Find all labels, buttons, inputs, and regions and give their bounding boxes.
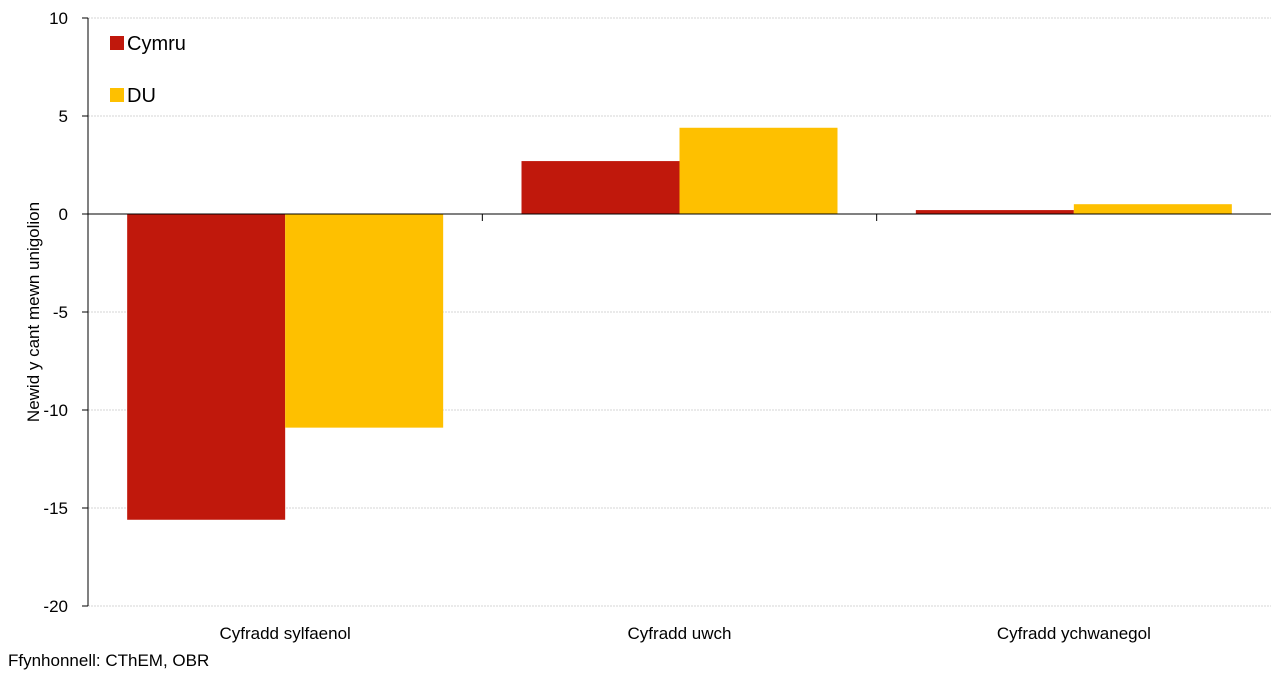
axes: 10 5 0 -5 -10 -15 -20 Cyfradd sylfaenol Cyfradd … bbox=[43, 9, 1271, 643]
y-tick-label: -5 bbox=[53, 303, 68, 322]
x-tick-label: Cyfradd uwch bbox=[628, 624, 732, 643]
legend-label-du: DU bbox=[127, 85, 156, 107]
bar-du-1 bbox=[285, 214, 444, 428]
y-tick-label: -20 bbox=[43, 597, 68, 616]
bar-cymru-2 bbox=[521, 161, 680, 214]
legend: Cymru DU bbox=[110, 33, 186, 107]
y-tick-label: 0 bbox=[59, 205, 68, 224]
y-tick-label: -10 bbox=[43, 401, 68, 420]
y-tick-label: 10 bbox=[49, 9, 68, 28]
legend-swatch-cymru bbox=[110, 36, 124, 50]
bar-du-3 bbox=[1073, 204, 1232, 214]
gridlines bbox=[88, 17, 1271, 607]
legend-label-cymru: Cymru bbox=[127, 33, 186, 55]
y-tick-label: 5 bbox=[59, 107, 68, 126]
source-note: Ffynhonnell: CThEM, OBR bbox=[8, 651, 210, 670]
x-tick-label: Cyfradd sylfaenol bbox=[219, 624, 350, 643]
legend-swatch-du bbox=[110, 88, 124, 102]
y-tick-label: -15 bbox=[43, 499, 68, 518]
bars bbox=[127, 127, 1232, 520]
bar-cymru-1 bbox=[127, 214, 286, 520]
x-tick-label: Cyfradd ychwanegol bbox=[997, 624, 1151, 643]
y-axis-title: Newid y cant mewn unigolion bbox=[24, 202, 43, 422]
bar-cymru-3 bbox=[915, 210, 1074, 214]
bar-du-2 bbox=[679, 127, 838, 214]
